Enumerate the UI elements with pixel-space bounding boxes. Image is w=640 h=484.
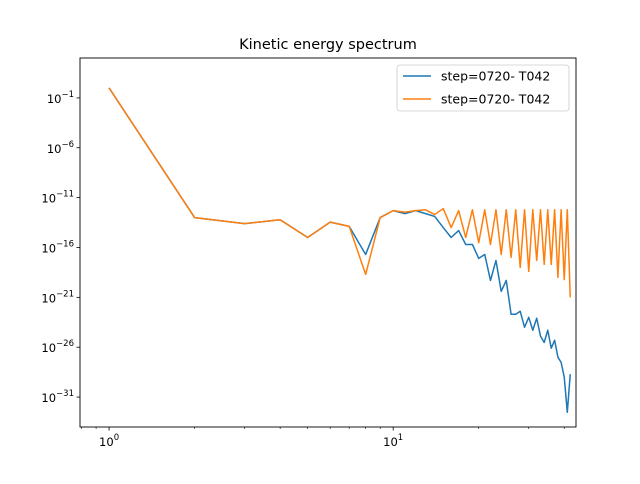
legend-label-2: step=0720- T042 [441, 92, 550, 107]
y-tick-label: 10−31 [41, 389, 74, 405]
chart-title: Kinetic energy spectrum [239, 37, 417, 53]
y-tick-label: 10−1 [47, 90, 74, 106]
x-tick-label: 101 [383, 433, 403, 449]
x-axis: 100 101 [81, 427, 565, 449]
y-axis: 10−1 10−6 10−11 10−16 10−21 10−26 10−31 [41, 90, 80, 405]
y-tick-label: 10−16 [41, 239, 74, 255]
plot-lines [108, 87, 572, 414]
plot-frame [79, 57, 577, 428]
legend-label-1: step=0720- T042 [441, 69, 550, 84]
series-line-1 [108, 87, 572, 414]
y-tick-label: 10−26 [41, 339, 74, 355]
legend: step=0720- T042 step=0720- T042 [396, 64, 570, 112]
y-tick-label: 10−21 [41, 289, 74, 305]
y-tick-label: 10−11 [41, 190, 74, 206]
legend-box [396, 64, 570, 112]
y-tick-label: 10−6 [47, 140, 74, 156]
x-tick-label: 100 [99, 433, 119, 449]
series-line-2 [108, 87, 572, 298]
